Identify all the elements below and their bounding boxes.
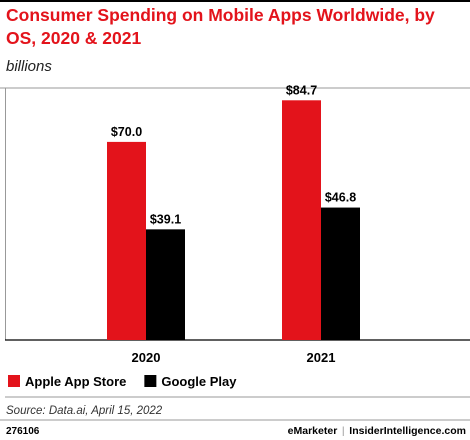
legend-swatch — [8, 375, 20, 387]
legend-label: Google Play — [161, 374, 237, 389]
chart-title: Consumer Spending on Mobile Apps Worldwi… — [6, 5, 435, 48]
bar — [107, 141, 146, 340]
value-label: $39.1 — [150, 212, 181, 226]
bar — [146, 229, 185, 340]
chart-subtitle: billions — [6, 58, 52, 75]
x-tick-label: 2020 — [132, 350, 161, 365]
bar — [321, 207, 360, 340]
legend-swatch — [144, 375, 157, 387]
source: Source: Data.ai, April 15, 2022 — [6, 405, 163, 417]
value-label: $70.0 — [111, 125, 142, 139]
website: InsiderIntelligence.com — [349, 425, 466, 437]
chart-id: 276106 — [6, 426, 40, 437]
bar — [282, 100, 321, 340]
brand: eMarketer — [288, 425, 338, 437]
value-label: $46.8 — [325, 191, 356, 205]
legend-label: Apple App Store — [25, 374, 126, 389]
x-tick-label: 2021 — [307, 350, 336, 365]
value-label: $84.7 — [286, 83, 317, 97]
footer-separator: | — [342, 425, 345, 437]
